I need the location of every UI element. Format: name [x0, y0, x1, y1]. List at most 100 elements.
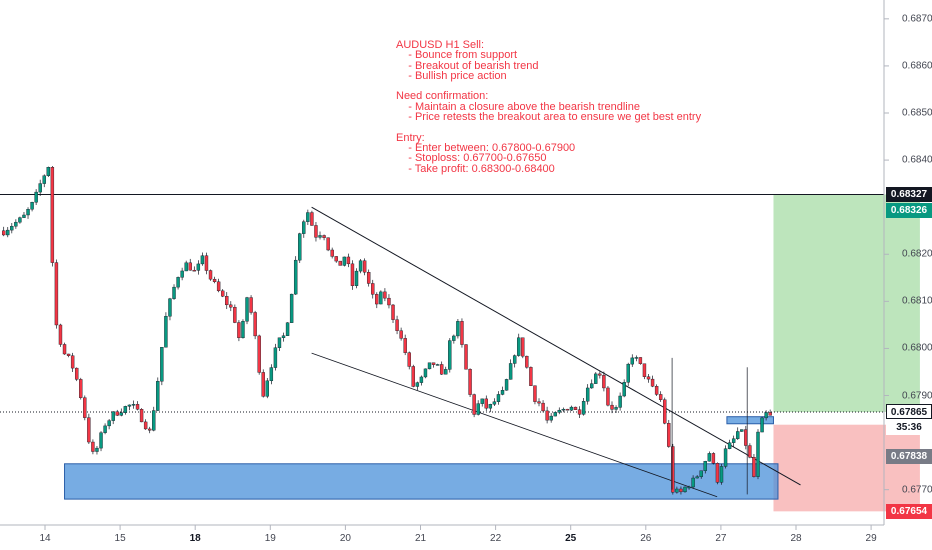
candle-up [492, 401, 497, 405]
zones-layer [64, 194, 920, 512]
candle-up [172, 286, 176, 299]
candle-up [318, 235, 322, 238]
price-tag: 0.68327 [886, 186, 932, 202]
candle-up [517, 337, 521, 356]
candle-up [42, 175, 46, 184]
candle-up [707, 453, 712, 462]
candle-down [330, 249, 334, 257]
candle-up [500, 390, 505, 395]
candle-up [508, 363, 513, 380]
candle-up [760, 417, 764, 433]
candle-up [675, 488, 679, 493]
candle-down [768, 412, 772, 416]
candle-up [456, 321, 460, 337]
candle-down [362, 260, 367, 273]
candle-up [302, 221, 306, 234]
x-tick-label: 14 [39, 533, 51, 544]
candle-down [663, 399, 667, 424]
candle-down [143, 421, 148, 430]
candle-up [695, 476, 699, 479]
candle-up [273, 347, 278, 368]
candle-up [111, 411, 115, 421]
candle-up [293, 259, 298, 295]
support-zone [64, 463, 779, 500]
candle-up [34, 191, 38, 203]
candle-down [391, 304, 395, 320]
candle-down [752, 457, 756, 477]
candle-down [249, 297, 253, 313]
candle-up [46, 167, 51, 176]
candle-up [14, 221, 18, 227]
candle-up [415, 382, 420, 387]
candle-up [95, 447, 99, 452]
take-profit-zone [773, 194, 920, 412]
candle-down [225, 296, 229, 306]
candle-up [160, 347, 164, 382]
x-tick-label: 15 [114, 533, 126, 544]
candle-down [638, 357, 643, 364]
candle-down [468, 369, 472, 395]
x-tick-label: 21 [414, 533, 427, 544]
candle-down [472, 394, 476, 415]
candle-down [387, 297, 391, 306]
candle-down [403, 338, 407, 353]
candle-down [395, 319, 399, 331]
annotation-line: - Maintain a closure above the bearish t… [396, 100, 640, 113]
stop-loss-zone [773, 424, 920, 512]
candle-down [525, 355, 529, 368]
candle-down [314, 225, 318, 238]
candle-up [285, 322, 290, 336]
candle-down [577, 409, 582, 415]
candle-down [383, 291, 387, 299]
candle-up [200, 255, 205, 265]
candle-up [488, 404, 493, 409]
candle-down [715, 463, 720, 483]
candle-down [50, 167, 55, 263]
candle-down [399, 330, 403, 339]
candle-down [529, 367, 533, 386]
y-tick-label: 0.67900 [902, 390, 932, 402]
candle-up [719, 466, 724, 483]
annotation-line: Entry: [396, 131, 425, 144]
candle-up [119, 412, 124, 416]
price-tag: 0.68326 [886, 203, 932, 219]
candle-down [439, 364, 444, 375]
candle-down [74, 367, 79, 380]
candle-down [253, 312, 257, 337]
candle-up [123, 406, 128, 413]
candle-up [736, 431, 740, 439]
candle-down [679, 488, 683, 493]
candle-up [419, 376, 424, 383]
candle-down [135, 404, 140, 410]
candle-up [452, 335, 456, 341]
candle-up [298, 233, 302, 261]
candle-up [184, 262, 188, 272]
candle-up [476, 403, 480, 415]
candle-up [99, 432, 103, 449]
candle-down [83, 397, 87, 418]
y-tick-label: 0.68400 [902, 154, 932, 166]
candle-up [699, 470, 703, 477]
candle-down [654, 386, 659, 395]
x-tick-label: 28 [790, 533, 802, 544]
candle-up [626, 363, 630, 383]
candle-down [658, 394, 663, 400]
annotation-line: - Price retests the breakout area to ens… [396, 111, 702, 124]
candle-up [281, 335, 286, 338]
candle-down [537, 401, 541, 404]
axis-layer [0, 0, 889, 530]
x-tick-label: 19 [264, 533, 276, 544]
annotation-line [396, 122, 701, 132]
candle-up [740, 429, 744, 432]
candle-down [212, 278, 217, 283]
candle-up [103, 425, 107, 433]
candle-down [407, 352, 411, 367]
candle-down [1, 230, 6, 236]
x-tick-label: 22 [490, 533, 502, 544]
candle-down [322, 235, 326, 238]
trade-annotation: AUDUSD H1 Sell: - Bounce from support - … [396, 39, 702, 174]
